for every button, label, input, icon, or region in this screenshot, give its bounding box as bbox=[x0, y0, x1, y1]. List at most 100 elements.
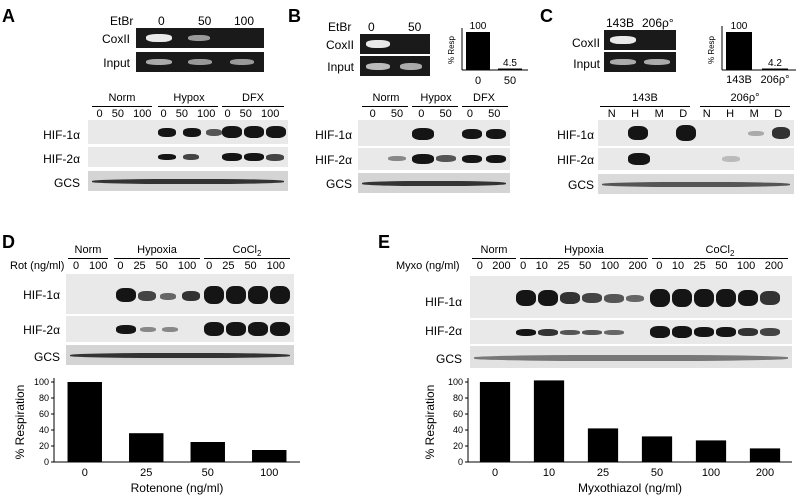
input-gel bbox=[604, 52, 676, 72]
blot-row-label: GCS bbox=[567, 178, 594, 192]
resp-tick: 0 bbox=[475, 75, 481, 87]
resp-axis-label: % Resp bbox=[707, 35, 716, 64]
input-gel bbox=[360, 56, 430, 76]
bar bbox=[533, 380, 565, 462]
x-tick-label: 50 bbox=[651, 467, 663, 479]
resp-bar bbox=[466, 32, 490, 70]
resp-bar bbox=[762, 68, 788, 70]
y-tick-label: 80 bbox=[39, 393, 49, 403]
etbr-dose: 0 bbox=[368, 20, 375, 34]
resp-tick: 143B bbox=[726, 74, 752, 86]
etbr-dose: 50 bbox=[408, 20, 422, 34]
y-tick-label: 80 bbox=[453, 393, 463, 403]
bar bbox=[190, 442, 225, 462]
gcs-blot bbox=[358, 173, 510, 193]
blot-row-label: GCS bbox=[33, 350, 60, 364]
resp-bar bbox=[498, 68, 522, 70]
blot-row-label: GCS bbox=[435, 352, 462, 366]
etbr-dose: 0 bbox=[158, 14, 165, 28]
x-axis-label: Rotenone (ng/ml) bbox=[131, 481, 224, 495]
x-tick-label: 50 bbox=[202, 467, 214, 479]
panel-c-label: C bbox=[540, 6, 553, 26]
group-label: Norm bbox=[108, 92, 136, 104]
bar bbox=[587, 428, 619, 462]
group-label: Norm bbox=[74, 244, 102, 256]
etbr-label: EtBr bbox=[328, 20, 352, 34]
group-label: Norm bbox=[372, 92, 400, 104]
resp-tick: 50 bbox=[504, 75, 516, 87]
coxii-gel bbox=[360, 34, 430, 54]
bar bbox=[67, 382, 102, 462]
gel-row-label: Input bbox=[573, 57, 600, 71]
lane-labels-d: 0 100 0 25 50 100 0 25 50 100 bbox=[72, 260, 285, 272]
gcs-blot bbox=[598, 174, 794, 194]
gel-row-label: CoxII bbox=[571, 36, 600, 50]
resp-value: 4.5 bbox=[503, 58, 517, 69]
panel-e-label: E bbox=[378, 232, 391, 252]
x-tick-label: 0 bbox=[82, 467, 88, 479]
y-tick-label: 0 bbox=[458, 457, 463, 467]
hif2a-blot bbox=[88, 147, 288, 167]
resp-mini-chart-c: 100 4.2 143B 206ρ° % Resp bbox=[707, 21, 796, 86]
hif2a-blot bbox=[470, 320, 792, 344]
group-label: 206ρ° bbox=[730, 92, 760, 104]
hif2a-blot bbox=[358, 148, 510, 170]
resp-value: 4.2 bbox=[768, 58, 782, 69]
gcs-blot bbox=[66, 345, 294, 365]
lane-labels-e: 0 200 0 10 25 50 100 200 0 10 25 50 100 200 bbox=[476, 260, 784, 272]
resp-axis-label: % Resp bbox=[447, 35, 456, 64]
x-tick-label: 25 bbox=[140, 467, 152, 479]
chart-rotenone: 0 20 40 60 80 100 0 25 50 100 Rotenone (ng/ml) % Re… bbox=[13, 377, 300, 495]
bar bbox=[129, 433, 164, 462]
gel-row-label: CoxII bbox=[101, 32, 130, 46]
group-label: DFX bbox=[242, 92, 264, 104]
dose-label: Myxo (ng/ml) bbox=[396, 260, 460, 272]
hif1a-blot bbox=[358, 120, 510, 146]
panel-b-label: B bbox=[288, 6, 301, 26]
x-tick-label: 100 bbox=[260, 467, 278, 479]
y-tick-label: 20 bbox=[39, 441, 49, 451]
y-tick-label: 40 bbox=[453, 425, 463, 435]
dose-label: Rot (ng/ml) bbox=[10, 260, 65, 272]
group-label: DFX bbox=[473, 92, 495, 104]
bar bbox=[749, 448, 781, 462]
blot-row-label: HIF-1α bbox=[425, 295, 462, 309]
gel-col-label: 206ρ° bbox=[642, 16, 674, 30]
y-tick-label: 40 bbox=[39, 425, 49, 435]
group-label: Hypox bbox=[420, 92, 452, 104]
lane-labels-b: 0 50 0 50 0 50 bbox=[369, 108, 501, 120]
bar bbox=[252, 450, 287, 462]
etbr-dose: 100 bbox=[234, 14, 255, 28]
gcs-blot bbox=[470, 346, 792, 368]
y-tick-label: 20 bbox=[453, 441, 463, 451]
hif2a-blot bbox=[598, 148, 794, 170]
chart-myxothiazol: 0 20 40 60 80 100 0 10 25 50 100 200 Myxothiazol (ng… bbox=[423, 377, 792, 495]
input-gel bbox=[136, 52, 264, 72]
group-label: Norm bbox=[480, 244, 508, 256]
group-label: CoCl2 bbox=[232, 244, 262, 259]
lane-labels-a: 0 50 100 0 50 100 0 50 100 bbox=[96, 108, 280, 120]
group-label: Hypoxia bbox=[137, 244, 177, 256]
blot-row-label: HIF-2α bbox=[425, 324, 462, 338]
y-tick-label: 100 bbox=[34, 377, 49, 387]
etbr-dose: 50 bbox=[198, 14, 212, 28]
coxii-gel bbox=[136, 28, 264, 48]
y-tick-label: 60 bbox=[453, 409, 463, 419]
gel-row-label: Input bbox=[327, 60, 354, 74]
blot-row-label: HIF-2α bbox=[315, 153, 352, 167]
x-axis-label: Myxothiazol (ng/ml) bbox=[578, 481, 682, 495]
hif1a-blot bbox=[88, 120, 288, 144]
x-tick-label: 200 bbox=[756, 467, 774, 479]
group-label: 143B bbox=[632, 92, 658, 104]
panel-d-label: D bbox=[2, 232, 15, 252]
chart-d-plot: 0 20 40 60 80 100 0 25 50 100 Rotenone (ng/ml) % Re… bbox=[13, 377, 300, 495]
resp-value: 100 bbox=[731, 21, 748, 32]
hif2a-blot bbox=[66, 316, 294, 342]
hif1a-blot bbox=[598, 120, 794, 146]
gel-row-label: CoxII bbox=[325, 38, 354, 52]
x-tick-label: 100 bbox=[702, 467, 720, 479]
gcs-blot bbox=[88, 171, 288, 191]
blot-row-label: GCS bbox=[53, 176, 80, 190]
chart-e-plot: 0 20 40 60 80 100 0 10 25 50 100 200 Myxothiazol (ng… bbox=[423, 377, 792, 495]
gel-col-label: 143B bbox=[606, 16, 635, 30]
